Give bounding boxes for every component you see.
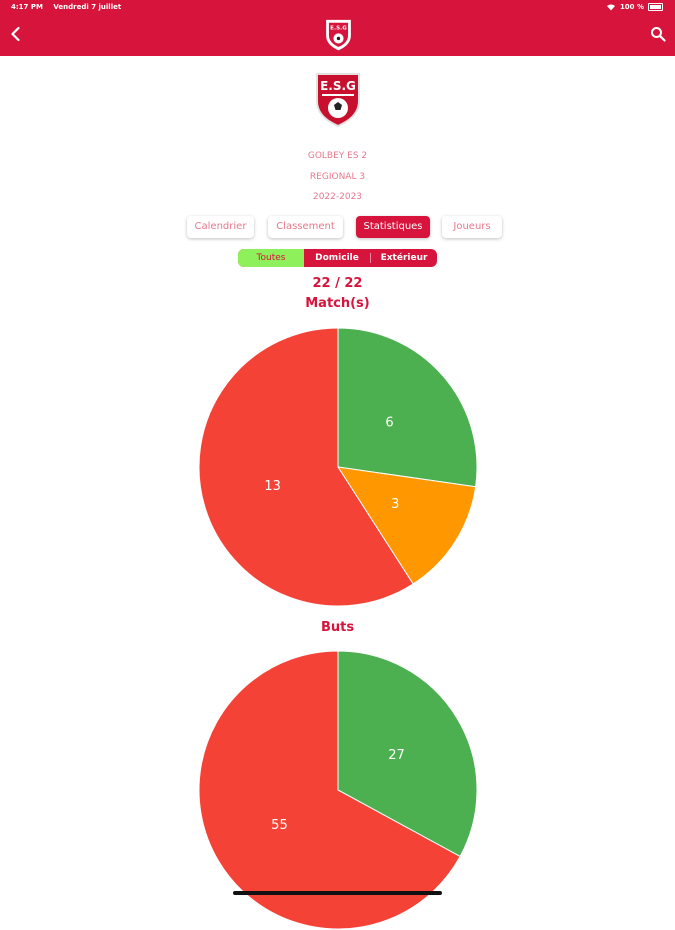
pie-slice [337,650,478,858]
team-season: 2022-2023 [312,192,363,202]
home-indicator [233,891,442,895]
filter-exterieur[interactable]: Extérieur [380,253,428,263]
filter-divider [370,253,371,263]
tab-joueurs[interactable]: Joueurs [442,216,502,238]
pie-slice-label: 13 [264,479,281,494]
header-club-logo: E.S.G [326,19,351,51]
battery-level: 100 % [619,3,644,11]
filter-toutes[interactable]: Toutes [238,249,304,267]
tab-calendrier[interactable]: Calendrier [187,216,254,238]
status-bar-right: 100 % [606,3,663,11]
pie-slice [336,466,477,585]
section-tabs: Calendrier Classement Statistiques Joueu… [0,216,675,238]
tab-classement[interactable]: Classement [268,216,343,238]
pie-slice [198,327,414,607]
goals-pie-chart: 27 55 [198,650,478,930]
club-logo: E.S.G [316,73,360,127]
pie-slice [337,327,478,488]
tab-statistiques[interactable]: Statistiques [356,216,430,238]
matches-chart-title: Match(s) [305,296,370,311]
pie-slice-label: 6 [385,415,393,430]
goals-chart-title: Buts [320,620,355,635]
match-count: 22 / 22 [312,276,363,291]
status-time: 4:17 PM [11,3,43,11]
venue-filter: Toutes Domicile Extérieur [238,249,437,267]
pie-slice-label: 3 [391,497,399,512]
battery-icon [648,3,663,11]
status-bar-left: 4:17 PM Vendredi 7 juillet [11,3,129,11]
team-name: GOLBEY ES 2 [307,151,368,161]
pie-slice-label: 55 [271,818,288,833]
matches-pie-chart: 6 3 13 [198,327,478,607]
team-division: REGIONAL 3 [309,172,366,182]
app-header: 4:17 PM Vendredi 7 juillet 100 % E.S.G [0,0,675,56]
pie-slice-label: 27 [388,748,405,763]
chevron-left-icon[interactable] [8,26,24,42]
wifi-icon [606,4,615,11]
filter-domicile[interactable]: Domicile [315,253,359,263]
search-icon[interactable] [650,26,666,42]
club-logo-text: E.S.G [320,79,356,93]
header-logo-text: E.S.G [330,25,347,31]
status-date: Vendredi 7 juillet [53,3,122,11]
